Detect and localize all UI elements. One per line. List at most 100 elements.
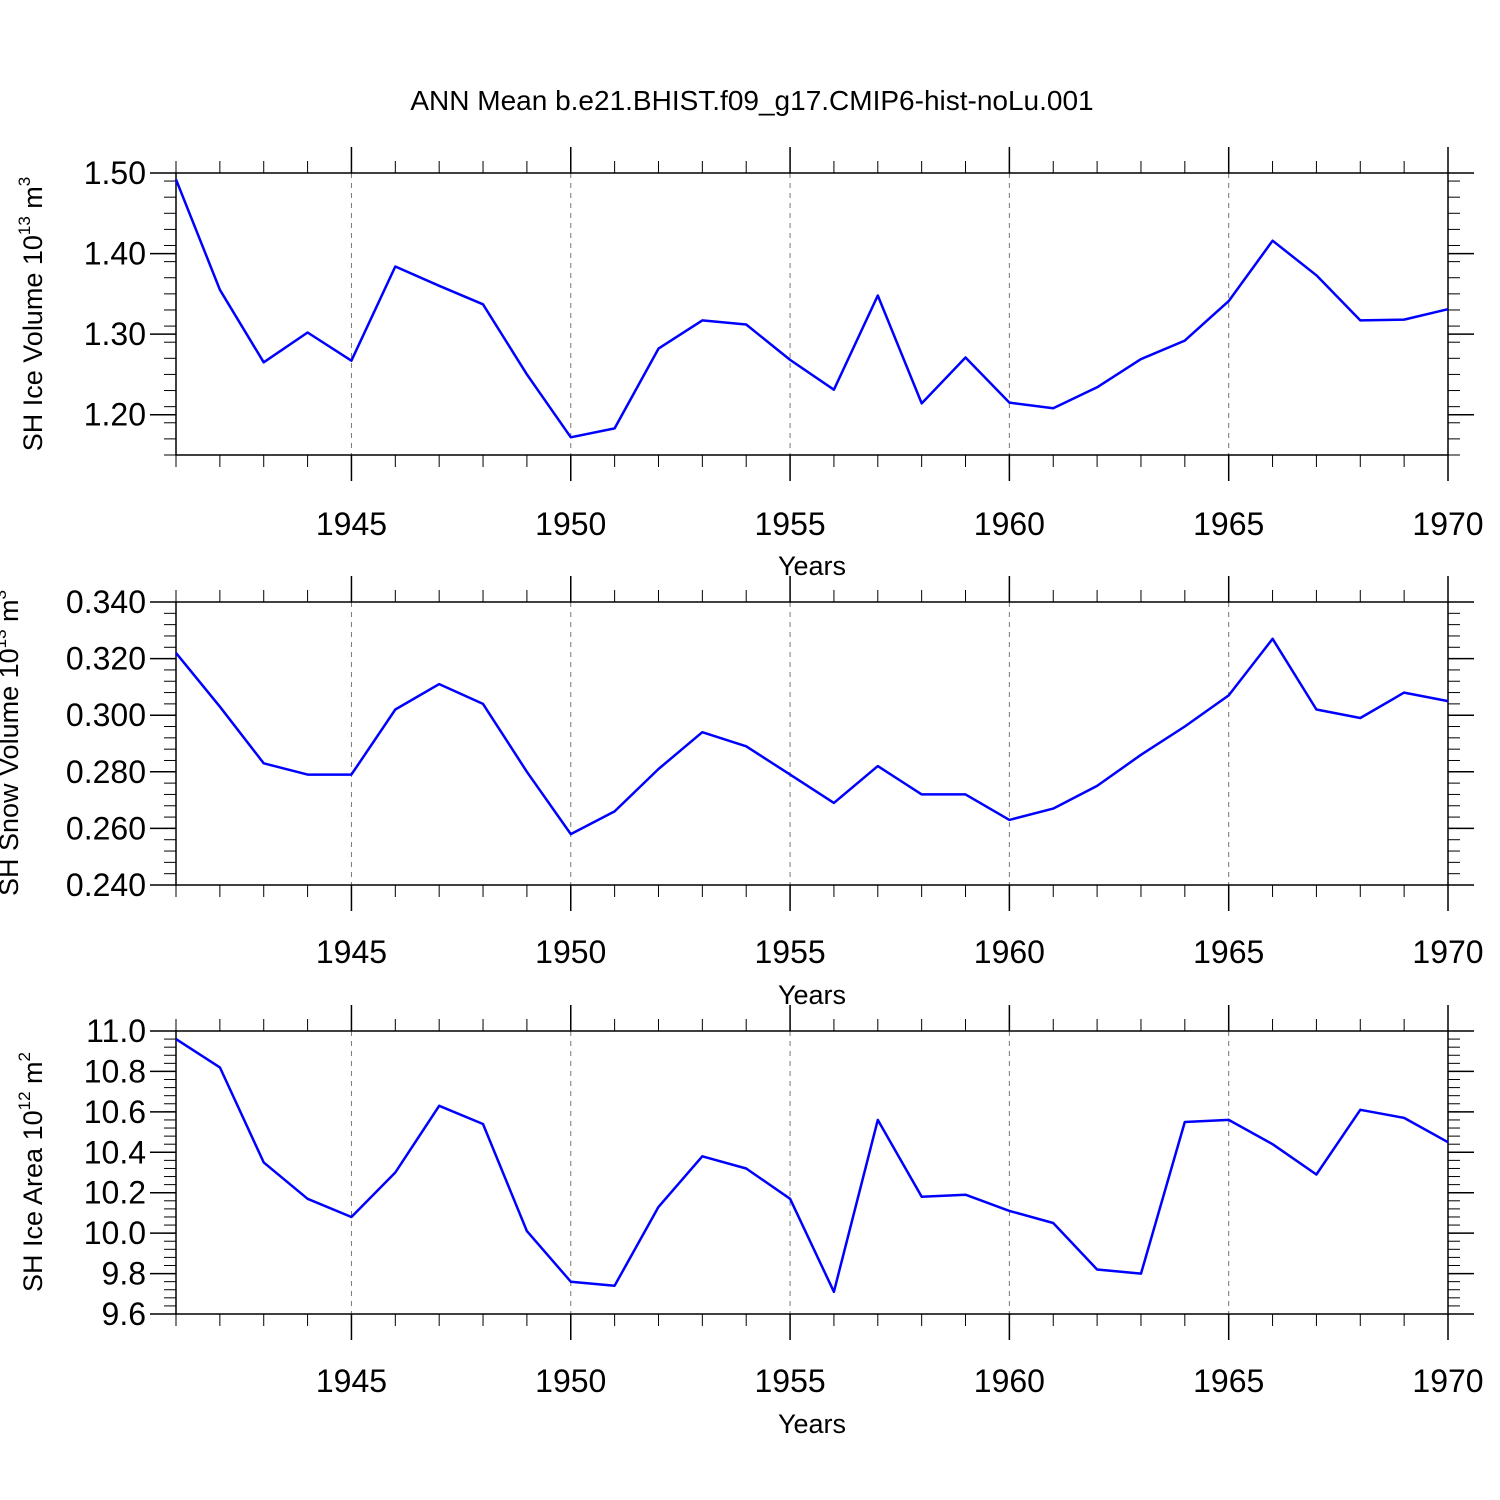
data-point <box>438 1105 440 1107</box>
data-point <box>438 285 440 287</box>
x-tick-label: 1955 <box>754 506 825 542</box>
x-tick-label: 1950 <box>535 1363 606 1399</box>
data-point <box>1227 694 1229 696</box>
data-point <box>175 1038 177 1040</box>
data-point <box>833 1291 835 1293</box>
data-point <box>438 683 440 685</box>
data-point <box>175 178 177 180</box>
data-point <box>1052 407 1054 409</box>
data-point <box>964 793 966 795</box>
y-tick-label: 10.2 <box>84 1175 146 1211</box>
data-point <box>789 1198 791 1200</box>
data-point <box>1008 819 1010 821</box>
data-point <box>482 303 484 305</box>
plot-frame <box>175 1030 1449 1315</box>
data-point <box>745 323 747 325</box>
data-point <box>1184 1121 1186 1123</box>
x-tick-label: 1955 <box>754 1363 825 1399</box>
x-tick-label: 1950 <box>535 506 606 542</box>
data-point <box>745 1167 747 1169</box>
data-point <box>613 810 615 812</box>
data-point <box>1140 1272 1142 1274</box>
data-point <box>657 347 659 349</box>
data-point <box>394 1171 396 1173</box>
y-tick-label: 1.20 <box>84 397 146 433</box>
data-point <box>964 356 966 358</box>
series-line <box>175 637 1449 836</box>
y-tick-label: 1.50 <box>84 155 146 191</box>
data-point <box>701 731 703 733</box>
data-point <box>1315 274 1317 276</box>
x-tick-label: 1945 <box>316 506 387 542</box>
data-point <box>1271 239 1273 241</box>
data-point <box>1271 1143 1273 1145</box>
x-tick-label: 1950 <box>535 934 606 970</box>
data-point <box>1447 308 1449 310</box>
data-point <box>1184 339 1186 341</box>
data-point <box>1315 1173 1317 1175</box>
data-point <box>350 773 352 775</box>
y-axis-label: SH Snow Volume 1013 m3 <box>0 590 24 896</box>
data-point <box>394 265 396 267</box>
x-tick-label: 1960 <box>974 506 1045 542</box>
data-point <box>964 1194 966 1196</box>
y-tick-label: 10.4 <box>84 1134 146 1170</box>
y-tick-label: 1.30 <box>84 316 146 352</box>
data-point <box>350 1216 352 1218</box>
data-point <box>1447 700 1449 702</box>
data-point <box>1008 401 1010 403</box>
data-point <box>306 331 308 333</box>
data-point <box>1447 1141 1449 1143</box>
series-line <box>174 178 1449 439</box>
data-point <box>1096 386 1098 388</box>
data-point <box>1315 708 1317 710</box>
data-point <box>306 1198 308 1200</box>
data-point <box>789 359 791 361</box>
y-tick-label: 0.280 <box>66 754 146 790</box>
data-point <box>482 703 484 705</box>
y-tick-label: 0.260 <box>66 810 146 846</box>
data-point <box>1052 807 1054 809</box>
x-tick-label: 1970 <box>1412 934 1483 970</box>
y-tick-label: 10.6 <box>84 1094 146 1130</box>
data-point <box>219 289 221 291</box>
data-point <box>482 1123 484 1125</box>
y-tick-label: 9.6 <box>102 1296 146 1332</box>
data-point <box>1359 717 1361 719</box>
x-tick-label: 1970 <box>1412 1363 1483 1399</box>
y-tick-label: 9.8 <box>102 1256 146 1292</box>
data-point <box>570 436 572 438</box>
y-tick-label: 0.300 <box>66 697 146 733</box>
panel-ice-volume: SH Ice Volume 1013 m3 Years 1945 1950 1955… <box>15 147 1484 581</box>
x-tick-label: 1965 <box>1193 1363 1264 1399</box>
chart-title: ANN Mean b.e21.BHIST.f09_g17.CMIP6-hist-… <box>410 85 1093 116</box>
data-point <box>920 793 922 795</box>
data-point <box>1096 1268 1098 1270</box>
data-point <box>1227 300 1229 302</box>
data-point <box>1403 318 1405 320</box>
data-point <box>1052 1222 1054 1224</box>
y-tick-label: 0.320 <box>66 641 146 677</box>
data-point <box>219 706 221 708</box>
y-axis-label: SH Ice Volume 1013 m3 <box>15 177 48 452</box>
data-point <box>877 1119 879 1121</box>
data-point <box>613 427 615 429</box>
x-tick-label: 1945 <box>316 1363 387 1399</box>
panel-snow-volume: SH Snow Volume 1013 m3 Years 1945 1950 195… <box>0 576 1484 1010</box>
data-point <box>1227 1119 1229 1121</box>
series-line <box>175 1038 1449 1294</box>
data-point <box>1096 785 1098 787</box>
data-point <box>350 360 352 362</box>
y-tick-label: 10.0 <box>84 1215 146 1251</box>
data-point <box>833 389 835 391</box>
data-point <box>175 652 177 654</box>
data-point <box>263 762 265 764</box>
y-tick-label: 1.40 <box>84 236 146 272</box>
data-point <box>920 1196 922 1198</box>
data-point <box>701 319 703 321</box>
y-tick-label: 11.0 <box>86 1013 146 1049</box>
data-point <box>920 402 922 404</box>
plot-frame <box>175 601 1449 886</box>
data-point <box>1271 638 1273 640</box>
